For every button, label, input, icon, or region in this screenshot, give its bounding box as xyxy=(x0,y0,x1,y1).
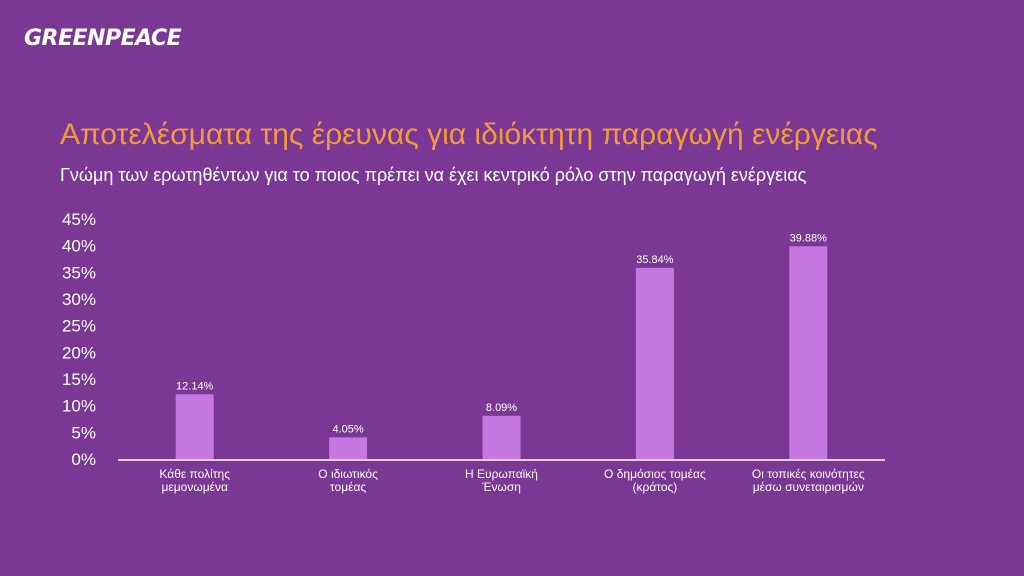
bar xyxy=(635,267,674,459)
y-tick-label: 45% xyxy=(62,210,96,229)
x-tick-label: τομέας xyxy=(330,480,366,494)
x-tick-label: Κάθε πολίτης xyxy=(159,467,230,481)
x-tick-label: Η Ευρωπαϊκή xyxy=(465,467,538,481)
data-label: 35.84% xyxy=(636,254,674,266)
x-tick-label: μέσω συνεταιρισμών xyxy=(753,480,864,494)
bar xyxy=(789,246,828,459)
data-label: 39.88% xyxy=(790,232,828,244)
y-tick-label: 40% xyxy=(62,237,96,256)
y-tick-label: 35% xyxy=(62,263,96,282)
y-tick-label: 0% xyxy=(71,450,96,469)
y-tick-label: 15% xyxy=(62,370,96,389)
x-tick-label: Ο ιδιωτικός xyxy=(318,467,378,481)
data-label: 4.05% xyxy=(332,423,363,435)
y-tick-label: 5% xyxy=(71,423,96,442)
x-tick-label: Ο δημόσιος τομέας xyxy=(604,467,706,481)
bar xyxy=(329,437,368,459)
x-tick-label: μεμονωμένα xyxy=(161,480,227,494)
y-tick-label: 30% xyxy=(62,290,96,309)
greenpeace-logo: GREENPEACE xyxy=(24,26,182,51)
chart-title: Αποτελέσματα της έρευνας για ιδιόκτητη π… xyxy=(60,118,878,151)
bar xyxy=(175,394,214,459)
y-tick-label: 10% xyxy=(62,397,96,416)
data-label: 12.14% xyxy=(176,380,214,392)
x-tick-label: Ένωση xyxy=(481,480,521,494)
y-tick-label: 25% xyxy=(62,317,96,336)
x-tick-label: Οι τοπικές κοινότητες xyxy=(752,467,865,481)
data-label: 8.09% xyxy=(486,402,517,414)
chart-subtitle: Γνώμη των ερωτηθέντων για το ποιος πρέπε… xyxy=(60,165,807,185)
bar xyxy=(482,415,521,459)
y-tick-label: 20% xyxy=(62,343,96,362)
x-tick-label: (κράτος) xyxy=(633,480,678,494)
